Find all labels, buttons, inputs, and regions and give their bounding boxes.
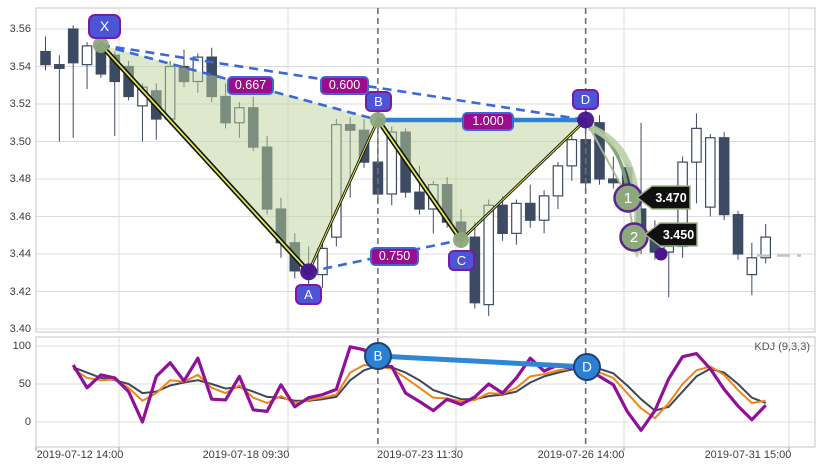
kdj-marker-b-label: B	[373, 349, 382, 364]
pattern-points[interactable]	[92, 36, 595, 281]
kdj-axis-label: 100	[12, 340, 31, 352]
price-axis-label: 3.48	[9, 173, 31, 185]
date-axis-label: 2019-07-26 14:00	[537, 449, 625, 461]
price-axis-label: 3.52	[9, 98, 31, 110]
pattern-point-d[interactable]	[577, 111, 595, 129]
price-tag-1-label: 3.470	[655, 191, 686, 205]
projection-arrow-light	[587, 123, 642, 244]
point-badge-a[interactable]: A	[295, 284, 322, 305]
kdj-axis-label: 50	[18, 378, 31, 390]
kdj-indicator-title: KDJ (9,3,3)	[754, 341, 810, 353]
price-axis-label: 3.40	[9, 323, 31, 335]
pattern-point-b[interactable]	[369, 111, 386, 128]
kdj-lines	[71, 345, 767, 432]
kdj-bd-connector[interactable]	[375, 353, 590, 370]
price-axis-label: 3.44	[9, 248, 31, 260]
kdj-line-k	[72, 364, 767, 412]
kdj-marker-d-label: D	[582, 360, 592, 375]
target-circle-2-label: 2	[630, 229, 638, 246]
ratio-badge-ac[interactable]: 0.750	[370, 247, 419, 266]
date-axis-label: 2019-07-31 15:00	[704, 449, 792, 461]
point-badge-d[interactable]: D	[572, 89, 599, 110]
kdj-line-j	[71, 345, 767, 432]
price-tag-1[interactable]	[635, 185, 691, 210]
price-axis-label: 3.50	[9, 136, 31, 148]
point-badge-x[interactable]: X	[88, 14, 121, 39]
price-axis-label: 3.56	[9, 23, 31, 35]
pattern-point-x[interactable]	[92, 36, 109, 53]
kdj-marker-b[interactable]	[364, 342, 392, 370]
ratio-badge-bd[interactable]: 1.000	[462, 112, 514, 131]
date-axis-label: 2019-07-18 09:30	[202, 449, 290, 461]
ratio-badge-xd[interactable]: 0.600	[320, 76, 369, 95]
target-circle-1-label: 1	[624, 190, 632, 207]
kdj-axis-label: 0	[24, 416, 31, 428]
date-axis-label: 2019-07-12 14:00	[36, 449, 124, 461]
ratio-badge-xb[interactable]: 0.667	[227, 76, 274, 95]
price-dot[interactable]	[654, 247, 668, 261]
price-axis-label: 3.42	[9, 286, 31, 298]
pattern-point-c[interactable]	[453, 231, 469, 248]
price-axis-label: 3.54	[9, 61, 31, 73]
date-axis-label: 2019-07-23 11:30	[376, 449, 464, 461]
kdj-marker-d[interactable]	[573, 353, 601, 381]
pattern-point-a[interactable]	[300, 263, 318, 281]
point-badge-c[interactable]: C	[448, 250, 475, 271]
price-tag-2-label: 3.450	[663, 228, 694, 242]
price-axis-label: 3.46	[9, 211, 31, 223]
point-badge-b[interactable]: B	[365, 91, 392, 112]
price-tag-2[interactable]	[643, 222, 698, 247]
